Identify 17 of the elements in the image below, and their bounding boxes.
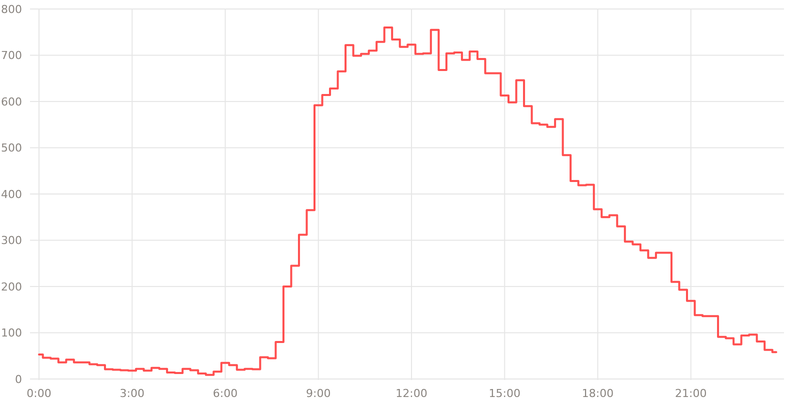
x-tick-label: 9:00 (306, 386, 331, 400)
y-tick-label: 200 (1, 280, 22, 294)
x-tick-label: 3:00 (120, 386, 144, 400)
x-tick-label: 12:00 (396, 386, 428, 400)
y-tick-label: 800 (1, 2, 22, 16)
x-tick-label: 21:00 (675, 386, 707, 400)
x-tick-label: 15:00 (488, 386, 520, 400)
x-tick-label: 6:00 (212, 386, 238, 400)
y-tick-label: 500 (1, 142, 22, 155)
y-tick-label: 300 (1, 234, 22, 248)
y-tick-label: 600 (1, 95, 22, 108)
y-tick-label: 100 (1, 326, 22, 340)
y-tick-label: 0 (15, 372, 22, 386)
x-tick-label: 0:00 (26, 386, 52, 400)
y-tick-label: 700 (1, 49, 22, 62)
x-tick-label: 18:00 (582, 386, 614, 400)
y-tick-label: 400 (1, 188, 22, 201)
